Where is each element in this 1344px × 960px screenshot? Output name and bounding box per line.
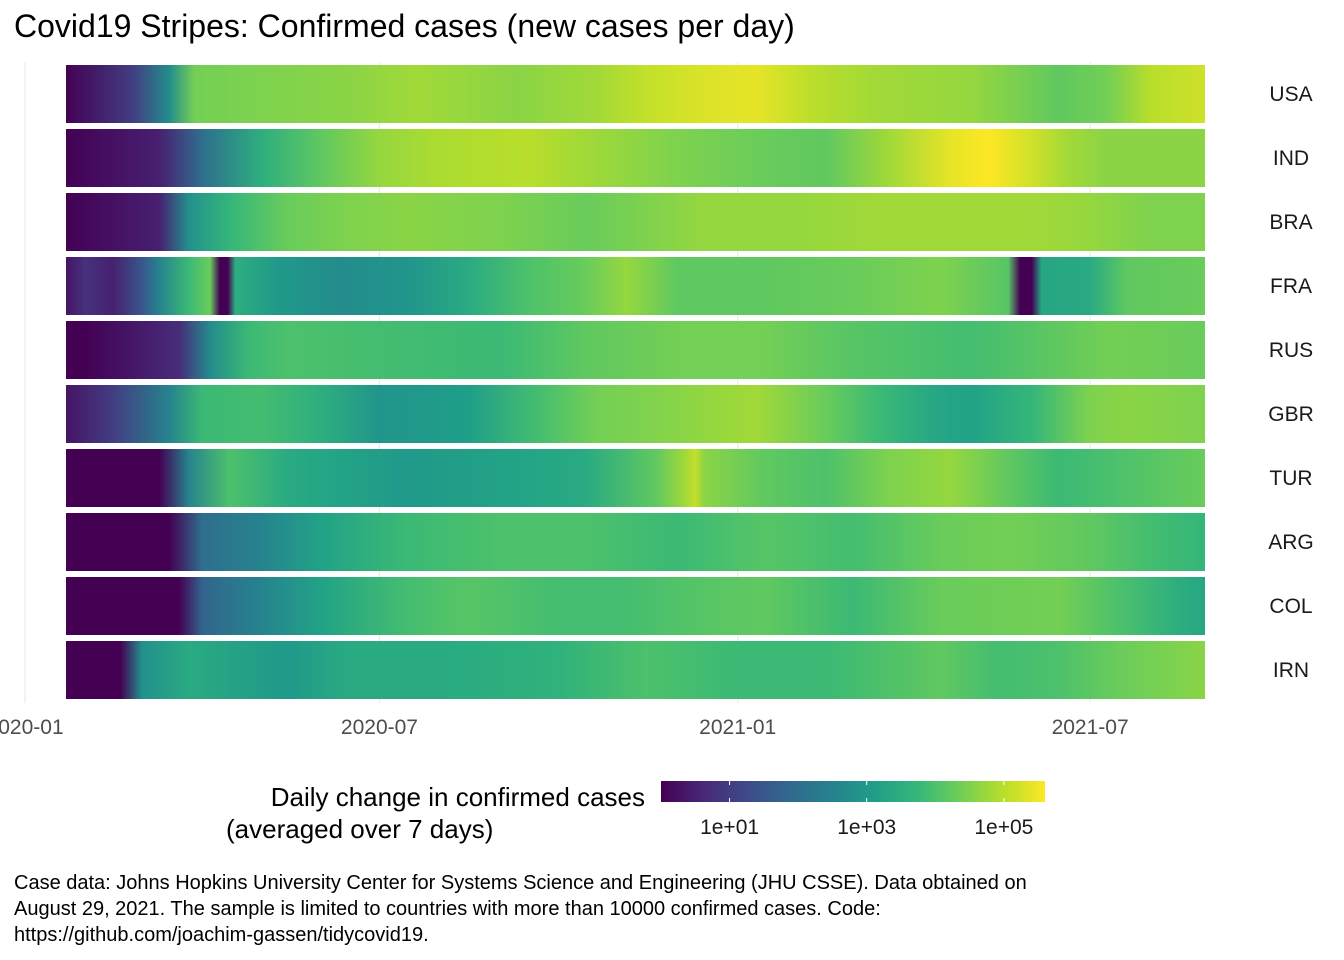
stripe-arg bbox=[66, 513, 1205, 571]
country-label-bra: BRA bbox=[1269, 211, 1312, 234]
legend-title-line1: Daily change in confirmed cases bbox=[271, 782, 645, 812]
country-label-gbr: GBR bbox=[1268, 403, 1314, 426]
x-axis: 2020-01 2020-07 2021-01 2021-07 bbox=[0, 716, 1129, 739]
stripe-col bbox=[66, 577, 1205, 635]
stripe-usa bbox=[66, 65, 1205, 123]
country-label-rus: RUS bbox=[1269, 339, 1313, 362]
chart-title: Covid19 Stripes: Confirmed cases (new ca… bbox=[14, 8, 795, 44]
country-label-ind: IND bbox=[1273, 147, 1309, 170]
legend-colorbar bbox=[661, 781, 1045, 802]
x-tick-label: 2020-07 bbox=[341, 716, 418, 739]
country-label-tur: TUR bbox=[1269, 467, 1312, 490]
x-tick-label: 2020-01 bbox=[0, 716, 64, 739]
caption: Case data: Johns Hopkins University Cent… bbox=[14, 872, 1027, 946]
country-label-usa: USA bbox=[1269, 83, 1312, 106]
country-labels: USA IND BRA FRA RUS GBR TUR ARG COL IRN bbox=[1268, 83, 1314, 682]
stripe-fra bbox=[66, 257, 1205, 315]
country-label-fra: FRA bbox=[1270, 275, 1312, 298]
x-tick-label: 2021-01 bbox=[699, 716, 776, 739]
legend-title-line2: (averaged over 7 days) bbox=[226, 814, 493, 844]
legend-tick-label: 1e+01 bbox=[700, 816, 759, 839]
stripe-gbr bbox=[66, 385, 1205, 443]
color-legend: Daily change in confirmed cases (average… bbox=[226, 781, 1045, 844]
stripes bbox=[66, 65, 1205, 699]
stripe-ind bbox=[66, 129, 1205, 187]
legend-tick-label: 1e+03 bbox=[837, 816, 896, 839]
stripe-bra bbox=[66, 193, 1205, 251]
legend-tick-label: 1e+05 bbox=[974, 816, 1033, 839]
stripe-irn bbox=[66, 641, 1205, 699]
country-label-irn: IRN bbox=[1273, 659, 1309, 682]
stripe-tur bbox=[66, 449, 1205, 507]
x-tick-label: 2021-07 bbox=[1052, 716, 1129, 739]
country-label-col: COL bbox=[1269, 595, 1312, 618]
country-label-arg: ARG bbox=[1268, 531, 1314, 554]
stripe-rus bbox=[66, 321, 1205, 379]
